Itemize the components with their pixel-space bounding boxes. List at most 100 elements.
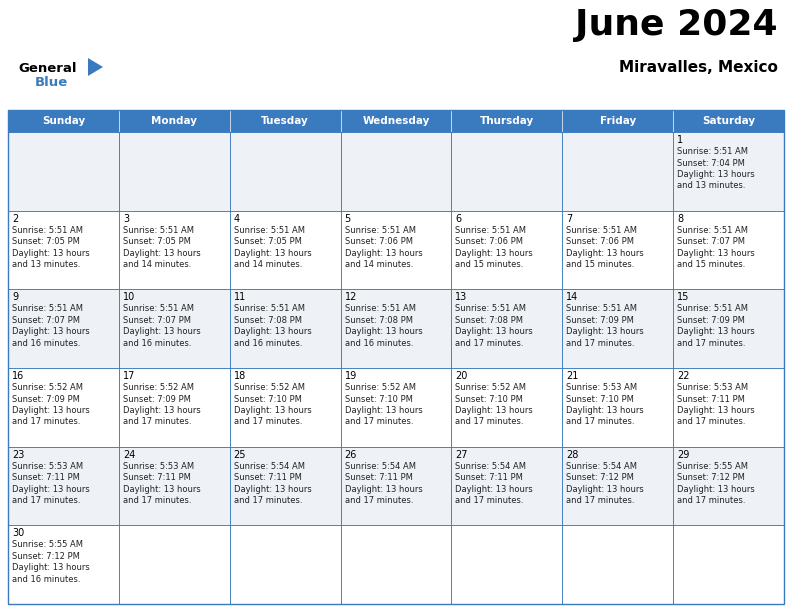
Text: Daylight: 13 hours: Daylight: 13 hours (234, 248, 311, 258)
Text: Daylight: 13 hours: Daylight: 13 hours (234, 327, 311, 337)
Bar (341, 447, 451, 525)
Text: Daylight: 13 hours: Daylight: 13 hours (345, 485, 422, 494)
Text: 20: 20 (455, 371, 468, 381)
Text: and 17 minutes.: and 17 minutes. (566, 339, 634, 348)
Bar (8, 132, 119, 211)
Text: and 17 minutes.: and 17 minutes. (12, 496, 81, 505)
Text: Sunset: 7:11 PM: Sunset: 7:11 PM (123, 473, 191, 482)
Text: Tuesday: Tuesday (261, 116, 309, 126)
Text: Daylight: 13 hours: Daylight: 13 hours (455, 248, 533, 258)
Bar (230, 525, 341, 604)
Text: 6: 6 (455, 214, 462, 223)
Bar (230, 368, 341, 447)
Text: Blue: Blue (35, 76, 68, 89)
Text: Friday: Friday (600, 116, 636, 126)
Text: and 17 minutes.: and 17 minutes. (455, 417, 524, 427)
Bar (230, 211, 341, 289)
Text: Sunrise: 5:53 AM: Sunrise: 5:53 AM (677, 383, 748, 392)
Text: Sunrise: 5:54 AM: Sunrise: 5:54 AM (345, 461, 416, 471)
Text: Daylight: 13 hours: Daylight: 13 hours (455, 327, 533, 337)
Text: Sunset: 7:08 PM: Sunset: 7:08 PM (345, 316, 413, 325)
Text: Daylight: 13 hours: Daylight: 13 hours (566, 327, 644, 337)
Bar (8, 110, 784, 604)
Bar (673, 211, 784, 289)
Text: Sunset: 7:09 PM: Sunset: 7:09 PM (566, 316, 634, 325)
Bar (673, 447, 784, 525)
Bar (8, 525, 119, 604)
Text: and 15 minutes.: and 15 minutes. (566, 260, 634, 269)
Bar (119, 289, 230, 368)
Text: Daylight: 13 hours: Daylight: 13 hours (677, 327, 755, 337)
Text: General: General (18, 62, 77, 75)
Text: and 17 minutes.: and 17 minutes. (234, 417, 303, 427)
Bar (341, 368, 451, 447)
Text: Sunrise: 5:51 AM: Sunrise: 5:51 AM (677, 147, 748, 156)
Text: Sunset: 7:10 PM: Sunset: 7:10 PM (455, 395, 524, 403)
Text: and 17 minutes.: and 17 minutes. (234, 496, 303, 505)
Bar (230, 289, 341, 368)
Text: Daylight: 13 hours: Daylight: 13 hours (234, 406, 311, 415)
Bar (119, 132, 230, 211)
Bar (341, 132, 451, 211)
Text: Sunrise: 5:51 AM: Sunrise: 5:51 AM (677, 226, 748, 234)
Bar (341, 525, 451, 604)
Bar (451, 289, 562, 368)
Text: 9: 9 (12, 293, 18, 302)
Bar (119, 525, 230, 604)
Text: 10: 10 (123, 293, 135, 302)
Text: 19: 19 (345, 371, 357, 381)
Text: 12: 12 (345, 293, 357, 302)
Text: Sunset: 7:11 PM: Sunset: 7:11 PM (677, 395, 745, 403)
Bar (673, 368, 784, 447)
Bar (8, 211, 119, 289)
Text: Daylight: 13 hours: Daylight: 13 hours (12, 248, 89, 258)
Bar (0, 0, 792, 110)
Text: Monday: Monday (151, 116, 197, 126)
Text: Daylight: 13 hours: Daylight: 13 hours (12, 327, 89, 337)
Text: Sunrise: 5:51 AM: Sunrise: 5:51 AM (455, 304, 527, 313)
Bar (119, 368, 230, 447)
Text: Daylight: 13 hours: Daylight: 13 hours (12, 563, 89, 572)
Text: Sunrise: 5:51 AM: Sunrise: 5:51 AM (123, 226, 194, 234)
Text: 3: 3 (123, 214, 129, 223)
Text: Daylight: 13 hours: Daylight: 13 hours (12, 406, 89, 415)
Text: Sunrise: 5:51 AM: Sunrise: 5:51 AM (123, 304, 194, 313)
Text: and 13 minutes.: and 13 minutes. (12, 260, 81, 269)
Text: Daylight: 13 hours: Daylight: 13 hours (123, 485, 200, 494)
Text: Sunrise: 5:55 AM: Sunrise: 5:55 AM (12, 540, 83, 550)
Text: Daylight: 13 hours: Daylight: 13 hours (455, 406, 533, 415)
Text: Sunrise: 5:51 AM: Sunrise: 5:51 AM (566, 304, 638, 313)
Text: 15: 15 (677, 293, 690, 302)
Text: Sunset: 7:05 PM: Sunset: 7:05 PM (12, 237, 80, 246)
Bar (341, 211, 451, 289)
Text: 8: 8 (677, 214, 683, 223)
Text: and 17 minutes.: and 17 minutes. (123, 417, 192, 427)
Bar (562, 525, 673, 604)
Text: 26: 26 (345, 450, 357, 460)
Text: Sunrise: 5:51 AM: Sunrise: 5:51 AM (234, 226, 305, 234)
Text: Daylight: 13 hours: Daylight: 13 hours (345, 327, 422, 337)
Text: Sunset: 7:10 PM: Sunset: 7:10 PM (566, 395, 634, 403)
Bar (341, 289, 451, 368)
Bar (119, 447, 230, 525)
Text: and 17 minutes.: and 17 minutes. (566, 417, 634, 427)
Text: Sunset: 7:11 PM: Sunset: 7:11 PM (234, 473, 302, 482)
Text: Daylight: 13 hours: Daylight: 13 hours (455, 485, 533, 494)
Text: 28: 28 (566, 450, 579, 460)
Text: Sunset: 7:07 PM: Sunset: 7:07 PM (123, 316, 191, 325)
Text: Sunday: Sunday (42, 116, 85, 126)
Text: Thursday: Thursday (480, 116, 534, 126)
Text: Sunrise: 5:54 AM: Sunrise: 5:54 AM (566, 461, 638, 471)
Text: June 2024: June 2024 (575, 8, 778, 42)
Text: Daylight: 13 hours: Daylight: 13 hours (12, 485, 89, 494)
Bar (230, 447, 341, 525)
Text: Sunrise: 5:51 AM: Sunrise: 5:51 AM (345, 226, 416, 234)
Text: Daylight: 13 hours: Daylight: 13 hours (677, 248, 755, 258)
Text: and 16 minutes.: and 16 minutes. (234, 339, 303, 348)
Text: Sunset: 7:05 PM: Sunset: 7:05 PM (123, 237, 191, 246)
Text: Daylight: 13 hours: Daylight: 13 hours (677, 170, 755, 179)
Text: Daylight: 13 hours: Daylight: 13 hours (123, 327, 200, 337)
Text: Sunrise: 5:53 AM: Sunrise: 5:53 AM (12, 461, 83, 471)
Text: Daylight: 13 hours: Daylight: 13 hours (677, 406, 755, 415)
Bar (562, 447, 673, 525)
